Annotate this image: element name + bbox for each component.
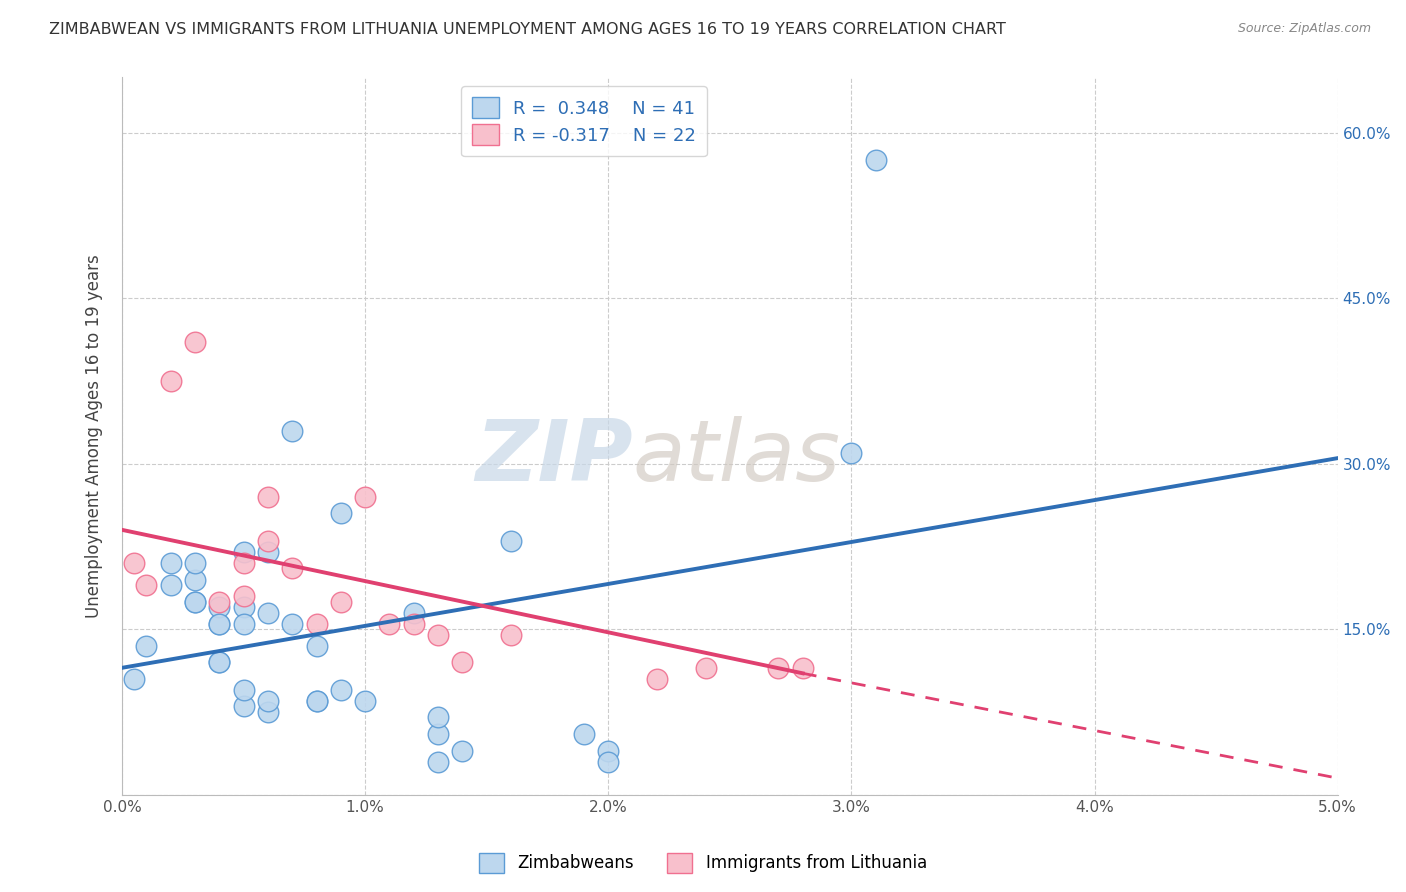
Point (257, 545, 280, 559)
Point (402, 606, 425, 620)
Point (695, 661, 717, 675)
Point (329, 506, 352, 520)
Point (208, 594, 231, 608)
Point (232, 616, 254, 631)
Point (305, 639, 328, 653)
Point (499, 533, 522, 548)
Point (135, 578, 157, 592)
Point (281, 561, 304, 575)
Point (122, 672, 145, 686)
Point (451, 655, 474, 669)
Point (184, 335, 207, 350)
Point (122, 556, 145, 570)
Point (232, 556, 254, 570)
Point (598, 743, 620, 757)
Point (329, 594, 352, 608)
Point (232, 589, 254, 603)
Point (305, 694, 328, 708)
Point (257, 606, 280, 620)
Point (768, 661, 790, 675)
Point (257, 705, 280, 719)
Text: Source: ZipAtlas.com: Source: ZipAtlas.com (1237, 22, 1371, 36)
Point (208, 616, 231, 631)
Legend: Zimbabweans, Immigrants from Lithuania: Zimbabweans, Immigrants from Lithuania (472, 847, 934, 880)
Legend: R =  0.348    N = 41, R = -0.317    N = 22: R = 0.348 N = 41, R = -0.317 N = 22 (461, 87, 707, 156)
Y-axis label: Unemployment Among Ages 16 to 19 years: Unemployment Among Ages 16 to 19 years (86, 254, 103, 618)
Point (232, 545, 254, 559)
Point (232, 682, 254, 697)
Point (184, 594, 207, 608)
Point (184, 594, 207, 608)
Point (135, 639, 157, 653)
Point (184, 556, 207, 570)
Point (305, 694, 328, 708)
Point (427, 710, 450, 724)
Point (354, 694, 377, 708)
Point (232, 600, 254, 615)
Point (305, 616, 328, 631)
Point (499, 628, 522, 642)
Point (257, 490, 280, 504)
Point (354, 490, 377, 504)
Point (427, 628, 450, 642)
Point (159, 374, 181, 388)
Point (208, 655, 231, 669)
Point (427, 727, 450, 741)
Point (208, 600, 231, 615)
Point (232, 699, 254, 714)
Point (208, 655, 231, 669)
Text: atlas: atlas (633, 416, 841, 500)
Point (572, 727, 595, 741)
Point (281, 616, 304, 631)
Point (184, 573, 207, 587)
Point (281, 424, 304, 438)
Point (427, 755, 450, 769)
Point (792, 661, 814, 675)
Point (865, 153, 887, 168)
Point (841, 445, 863, 459)
Point (329, 682, 352, 697)
Point (402, 616, 425, 631)
Point (159, 578, 181, 592)
Point (208, 616, 231, 631)
Text: ZIP: ZIP (475, 416, 633, 500)
Point (159, 556, 181, 570)
Point (257, 694, 280, 708)
Point (257, 533, 280, 548)
Point (598, 755, 620, 769)
Point (378, 616, 401, 631)
Point (451, 743, 474, 757)
Point (645, 672, 668, 686)
Text: ZIMBABWEAN VS IMMIGRANTS FROM LITHUANIA UNEMPLOYMENT AMONG AGES 16 TO 19 YEARS C: ZIMBABWEAN VS IMMIGRANTS FROM LITHUANIA … (49, 22, 1007, 37)
